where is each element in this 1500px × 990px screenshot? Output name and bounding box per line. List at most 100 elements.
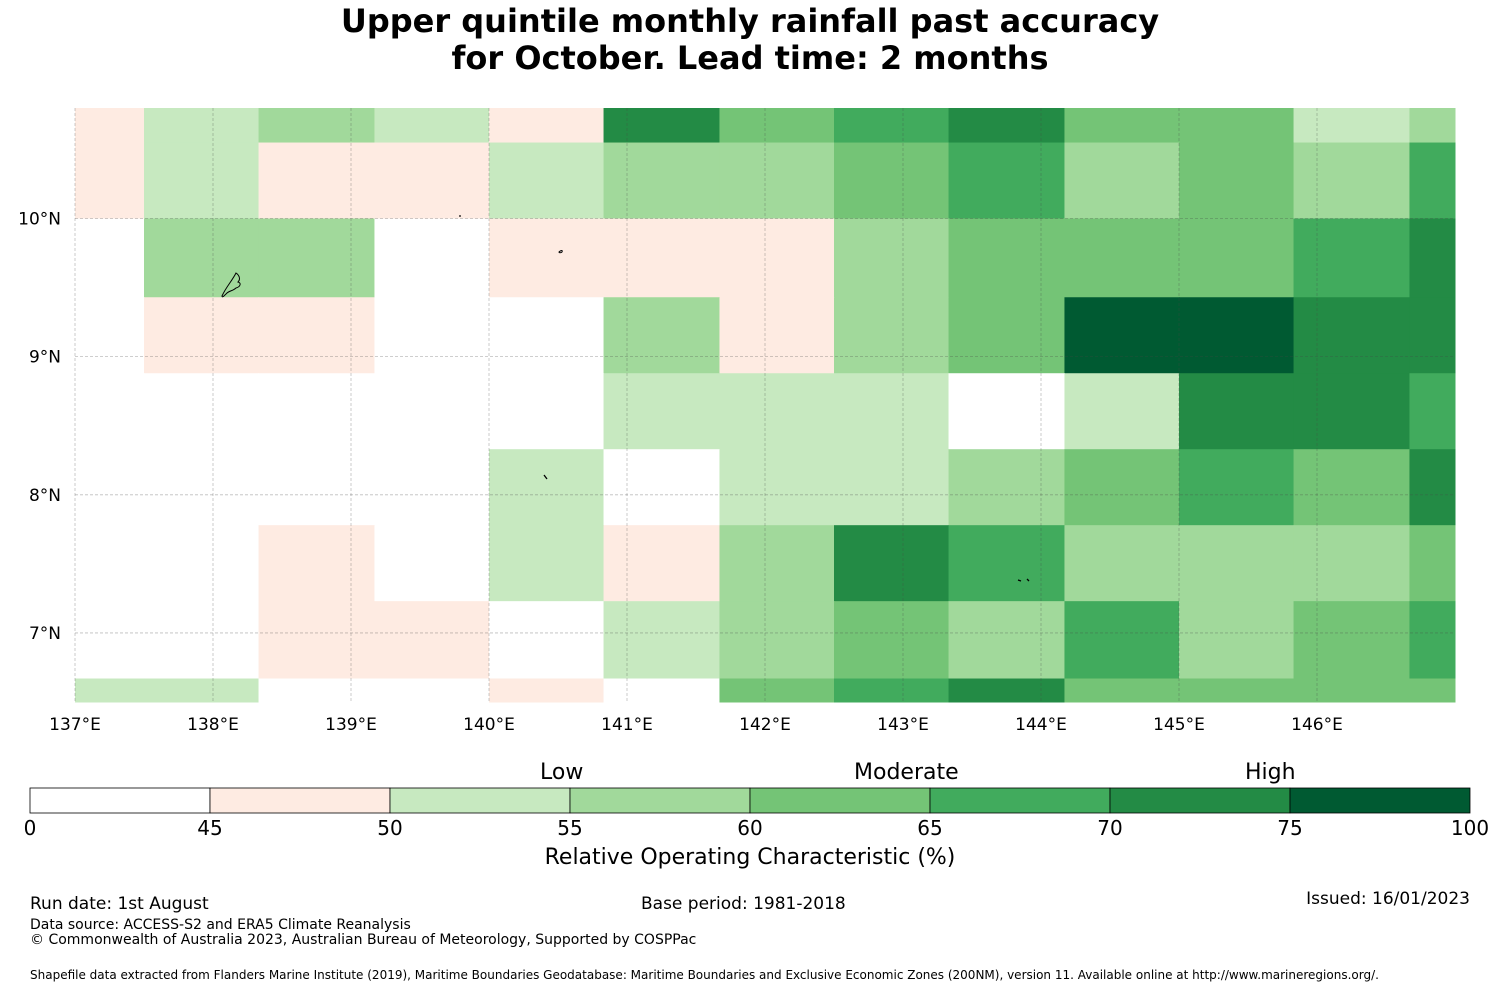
issued-date: Issued: 16/01/2023 <box>1306 889 1470 909</box>
map-cell <box>374 373 490 450</box>
map-cell <box>948 449 1065 526</box>
map-title-line1: Upper quintile monthly rainfall past acc… <box>340 2 1160 40</box>
map-cell <box>1064 108 1180 144</box>
map-cell <box>603 108 720 144</box>
map-cell <box>75 142 145 220</box>
map-cell <box>603 525 720 602</box>
map-cell <box>719 373 835 450</box>
map-cell <box>75 373 145 450</box>
colorbar-bin <box>209 787 391 814</box>
longitude-tick-label: 139°E <box>325 715 377 735</box>
colorbar-tick-label: 65 <box>917 816 943 840</box>
longitude-tick-label: 142°E <box>739 715 791 735</box>
map-cell <box>834 678 950 703</box>
map-cell <box>719 218 835 298</box>
map-cell <box>719 601 835 680</box>
map-cell <box>1064 218 1180 298</box>
data-source: Data source: ACCESS-S2 and ERA5 Climate … <box>30 917 411 933</box>
longitude-tick-label: 141°E <box>601 715 653 735</box>
map-cell <box>1179 525 1295 602</box>
map-cell <box>948 297 1065 374</box>
latitude-tick-label: 7°N <box>29 624 61 644</box>
latitude-tick-label: 8°N <box>29 486 61 506</box>
longitude-tick-label: 146°E <box>1291 715 1343 735</box>
map-cell <box>144 297 260 374</box>
map-cell <box>834 297 950 374</box>
colorbar-tick-label: 60 <box>737 816 763 840</box>
map-cell <box>258 218 375 298</box>
map-cell <box>834 601 950 680</box>
map-cell <box>1179 108 1295 144</box>
map-cell <box>1064 449 1180 526</box>
map-cell <box>603 142 720 220</box>
map-cell <box>374 449 490 526</box>
map-cell <box>374 108 490 144</box>
map-cell <box>1179 142 1295 220</box>
colorbar-tick-label: 50 <box>377 816 403 840</box>
map-cell <box>1179 373 1295 450</box>
map-cell <box>374 525 490 602</box>
rainfall-accuracy-map: 137°E 138°E 139°E 140°E 141°E 142°E 143°E 144°E… <box>18 108 1456 735</box>
map-cell <box>603 218 720 298</box>
island-outline <box>1017 578 1030 582</box>
map-cell <box>603 449 720 526</box>
longitude-tick-label: 143°E <box>877 715 929 735</box>
map-cell <box>489 218 605 298</box>
map-cell <box>489 108 605 144</box>
colorbar-category-high: High <box>1245 760 1296 785</box>
map-cell <box>719 449 835 526</box>
map-cell <box>144 108 260 144</box>
map-cell <box>75 525 145 602</box>
island-outline <box>558 250 563 254</box>
map-cell <box>374 218 490 298</box>
map-cell <box>603 601 720 680</box>
map-cell <box>1293 449 1410 526</box>
island-outline <box>459 215 461 217</box>
colorbar-category-low: Low <box>540 760 584 785</box>
map-cell <box>948 142 1065 220</box>
island-outline <box>543 474 548 480</box>
map-cell <box>1293 678 1410 703</box>
map-cell <box>1409 525 1456 602</box>
map-cell <box>1409 218 1456 298</box>
map-cell <box>1064 678 1180 703</box>
map-cell <box>1409 297 1456 374</box>
map-cell <box>834 449 950 526</box>
longitude-tick-label: 140°E <box>463 715 515 735</box>
longitude-tick-label: 145°E <box>1153 715 1205 735</box>
map-cell <box>489 449 605 526</box>
map-cell <box>1293 297 1410 374</box>
map-cell <box>719 108 835 144</box>
map-cell <box>603 297 720 374</box>
map-cell <box>719 678 835 703</box>
colorbar-bin <box>929 787 1111 814</box>
map-cell <box>75 108 145 144</box>
map-cell <box>1293 373 1410 450</box>
shapefile-credit: Shapefile data extracted from Flanders M… <box>30 968 1379 982</box>
map-cell <box>75 218 145 298</box>
map-cell <box>144 142 260 220</box>
map-cell <box>258 142 375 220</box>
base-period: Base period: 1981-2018 <box>641 894 846 914</box>
axis-tick-labels: 137°E 138°E 139°E 140°E 141°E 142°E 143°E 144°E… <box>18 210 1343 735</box>
map-cell <box>1179 678 1295 703</box>
island-outlines <box>221 215 1030 582</box>
map-cell <box>834 108 950 144</box>
map-cell <box>1409 678 1456 703</box>
map-cell <box>1064 601 1180 680</box>
map-cell <box>948 108 1065 144</box>
map-cell <box>374 297 490 374</box>
colorbar-bin <box>1109 787 1291 814</box>
map-cell <box>75 601 145 680</box>
map-cell <box>144 601 260 680</box>
latitude-tick-label: 10°N <box>18 210 61 230</box>
colorbar-bin <box>29 787 211 814</box>
map-cell <box>948 373 1065 450</box>
map-cell <box>489 142 605 220</box>
map-cell <box>144 449 260 526</box>
map-cell <box>1293 108 1410 144</box>
map-cell <box>1179 601 1295 680</box>
map-cell <box>144 218 260 298</box>
map-cell <box>603 373 720 450</box>
map-cell <box>258 373 375 450</box>
